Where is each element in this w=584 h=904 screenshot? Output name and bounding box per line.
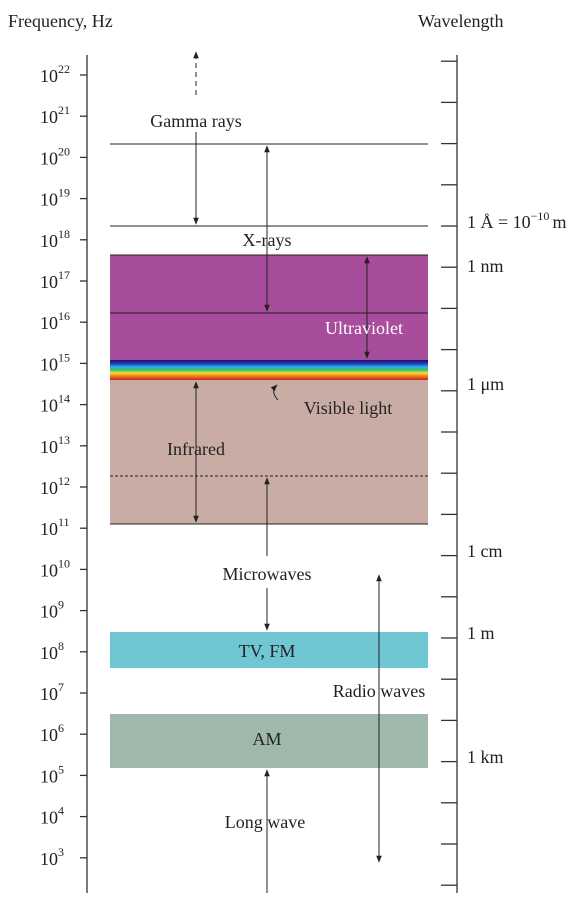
frequency-label: 1013 [40,433,70,457]
region-label: Visible light [304,398,392,418]
wavelength-label: 1 μm [467,374,504,394]
frequency-label: 103 [40,845,64,869]
visible-band [110,360,428,380]
label-exponent: −10 [531,209,550,223]
label-exponent: 10 [58,556,70,570]
label-base: 10 [40,190,58,210]
tvfm-band [110,632,428,668]
label-exponent: 16 [58,309,70,323]
label-unit: m [552,212,566,232]
frequency-axis-title: Frequency, Hz [8,11,113,31]
label-base: 10 [40,354,58,374]
label-exponent: 5 [58,762,64,776]
region-label: Infrared [167,439,225,459]
label-base: 10 [40,107,58,127]
frequency-label: 1019 [40,186,70,210]
label-base: 10 [40,272,58,292]
label-exponent: 9 [58,598,64,612]
label-exponent: 6 [58,721,64,735]
label-exponent: 3 [58,845,64,859]
label-exponent: 21 [58,103,70,117]
label-base: 10 [40,808,58,828]
wavelength-label: 1 nm [467,256,504,276]
xray-uv-band [110,255,428,360]
label-base: 10 [40,602,58,622]
region-label: Gamma rays [150,111,241,131]
region-label: TV, FM [239,641,296,661]
label-exponent: 14 [58,392,70,406]
region-label: AM [252,729,281,749]
label-base: 10 [40,643,58,663]
label-base: 10 [40,560,58,580]
label-base: 10 [40,725,58,745]
region-label: Ultraviolet [325,318,403,338]
frequency-label: 106 [40,721,64,745]
wavelength-label: 1 Å = 10−10 m [467,209,566,232]
frequency-label: 104 [40,804,64,828]
label-base: 10 [40,766,58,786]
label-exponent: 13 [58,433,70,447]
label-base: 10 [40,231,58,251]
label-base: 10 [40,66,58,86]
label-base: 10 [40,396,58,416]
frequency-label: 1021 [40,103,70,127]
label-exponent: 11 [58,515,70,529]
label-exponent: 20 [58,144,70,158]
frequency-label: 1018 [40,227,70,251]
label-base: 10 [40,684,58,704]
label-base: 10 [40,519,58,539]
frequency-label: 1014 [40,392,70,416]
label-exponent: 19 [58,186,70,200]
label-base: 10 [40,849,58,869]
wavelength-label: 1 m [467,623,495,643]
frequency-label: 1020 [40,144,70,168]
frequency-label: 108 [40,639,64,663]
frequency-label: 1010 [40,556,70,580]
label-base: 10 [40,437,58,457]
label-exponent: 17 [58,268,70,282]
label-exponent: 7 [58,680,64,694]
frequency-label: 1012 [40,474,70,498]
frequency-label: 1017 [40,268,70,292]
label-base: 10 [40,478,58,498]
wavelength-label: 1 km [467,747,504,767]
label-text: 1 Å = 10 [467,212,531,232]
am-band [110,714,428,768]
frequency-label: 109 [40,598,64,622]
label-exponent: 12 [58,474,70,488]
frequency-label: 1015 [40,350,70,374]
label-base: 10 [40,148,58,168]
frequency-label: 107 [40,680,64,704]
region-label: Radio waves [333,681,425,701]
region-label: Long wave [225,812,305,832]
infrared-band [110,380,428,524]
label-exponent: 18 [58,227,70,241]
label-base: 10 [40,313,58,333]
arrow [270,384,279,401]
region-label: X-rays [243,230,292,250]
label-exponent: 8 [58,639,64,653]
wavelength-label: 1 cm [467,541,503,561]
region-label: Microwaves [223,564,312,584]
frequency-label: 1016 [40,309,70,333]
wavelength-axis-title: Wavelength [418,11,504,31]
frequency-label: 1022 [40,62,70,86]
frequency-label: 105 [40,762,64,786]
label-exponent: 22 [58,62,70,76]
frequency-label: 1011 [40,515,70,539]
label-exponent: 15 [58,350,70,364]
label-exponent: 4 [58,804,64,818]
